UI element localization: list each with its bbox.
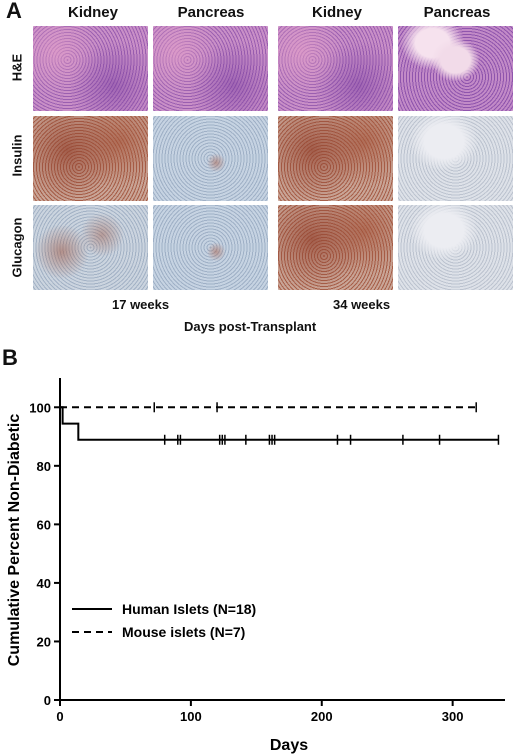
- y-tick-label: 0: [44, 693, 51, 708]
- y-tick-label: 20: [37, 634, 51, 649]
- y-tick-label: 40: [37, 576, 51, 591]
- panel-b-letter: B: [2, 345, 18, 370]
- timepoint-label-34-weeks: 34 weeks: [333, 297, 391, 312]
- column-heading-pancreas-34wk: Pancreas: [423, 4, 491, 21]
- x-tick-label: 200: [311, 709, 333, 724]
- micrograph-insulin-pancreas-34wk: [398, 116, 513, 201]
- y-tick-label: 80: [37, 459, 51, 474]
- micrograph-he-pancreas-34wk: [398, 26, 513, 111]
- micrograph-he-kidney-34wk: [278, 26, 393, 111]
- legend-label-human-islets: Human Islets (N=18): [122, 601, 256, 617]
- series-line-human-islets: [60, 406, 499, 441]
- y-tick-label: 100: [29, 400, 51, 415]
- panel-a-caption: Days post-Transplant: [184, 319, 317, 334]
- x-axis-label: Days: [270, 737, 308, 754]
- micrograph-glucagon-pancreas-17wk: [153, 205, 268, 290]
- micrograph-glucagon-kidney-34wk: [278, 205, 393, 290]
- y-axis-label: Cumulative Percent Non-Diabetic: [6, 414, 23, 667]
- micrograph-glucagon-pancreas-34wk: [398, 205, 513, 290]
- panel-a-letter: A: [6, 0, 22, 23]
- x-tick-label: 0: [56, 709, 63, 724]
- micrograph-he-pancreas-17wk: [153, 26, 268, 111]
- micrograph-insulin-kidney-34wk: [278, 116, 393, 201]
- column-heading-pancreas-17wk: Pancreas: [177, 4, 245, 21]
- micrograph-he-kidney-17wk: [33, 26, 148, 111]
- x-tick-label: 300: [442, 709, 464, 724]
- micrograph-insulin-kidney-17wk: [33, 116, 148, 201]
- y-tick-label: 60: [37, 517, 51, 532]
- micrograph-glucagon-kidney-17wk: [33, 205, 148, 290]
- timepoint-label-17-weeks: 17 weeks: [112, 297, 170, 312]
- micrograph-insulin-pancreas-17wk: [153, 116, 268, 201]
- legend-label-mouse-islets: Mouse islets (N=7): [122, 624, 245, 640]
- column-heading-kidney-34wk: Kidney: [311, 4, 362, 21]
- x-tick-label: 100: [180, 709, 202, 724]
- column-heading-kidney-17wk: Kidney: [67, 4, 118, 21]
